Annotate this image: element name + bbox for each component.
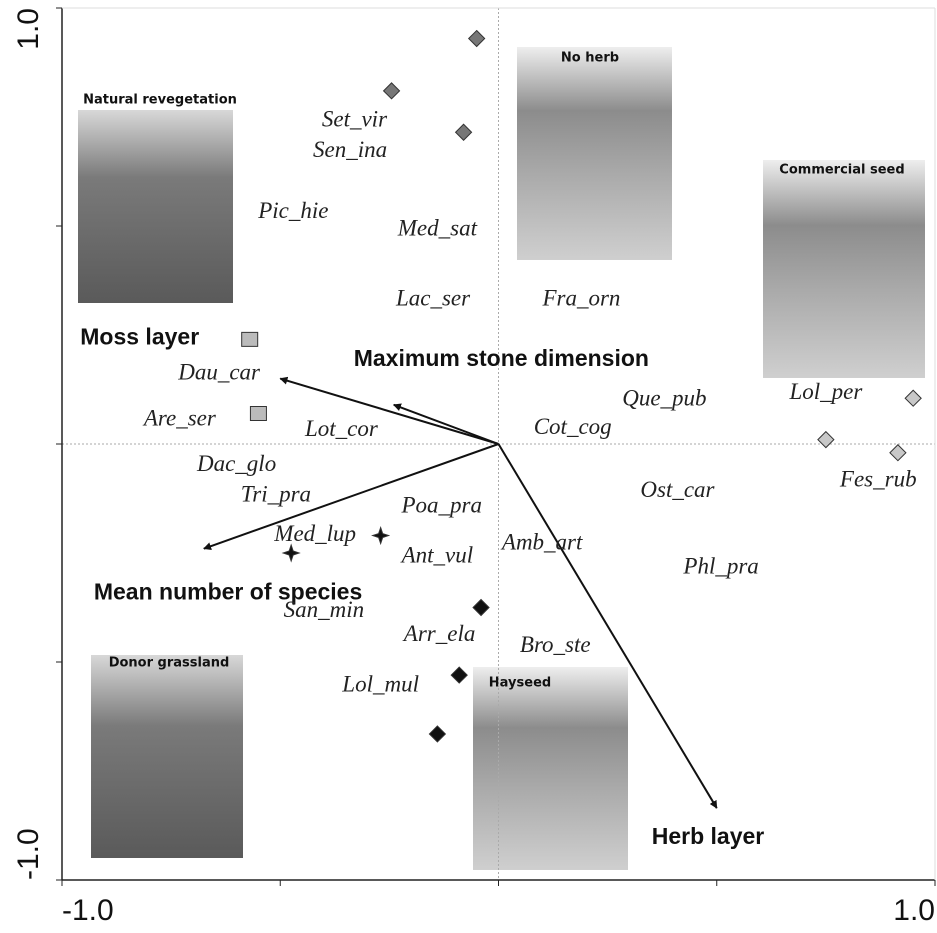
sample-point	[384, 83, 400, 99]
sample-point	[905, 390, 921, 406]
species-label: Lol_mul	[341, 671, 419, 696]
species-label: Sen_ina	[313, 137, 387, 162]
species-label: Cot_cog	[534, 414, 612, 439]
species-label: Poa_pra	[401, 493, 483, 518]
species-label: Dau_car	[177, 360, 261, 385]
species-label: Fra_orn	[541, 285, 620, 310]
photo	[91, 655, 243, 858]
species-label: Lac_ser	[395, 285, 471, 310]
species-label: Pic_hie	[257, 198, 328, 223]
sample-point	[469, 31, 485, 47]
photo	[473, 667, 628, 870]
species-label: Que_pub	[622, 386, 706, 411]
vector-label: Moss layer	[80, 324, 199, 350]
sample-point	[473, 600, 489, 616]
vector-label: Herb layer	[652, 823, 765, 849]
species-label: Set_vir	[322, 107, 388, 132]
sample-point	[818, 432, 834, 448]
vector-arrow	[394, 405, 499, 444]
y-tick-label: -1.0	[12, 828, 45, 880]
sample-point	[429, 726, 445, 742]
species-label: Med_lup	[273, 521, 356, 546]
species-label: Bro_ste	[520, 632, 591, 657]
species-label: Lol_per	[788, 379, 863, 404]
vector-label: Maximum stone dimension	[354, 345, 649, 371]
species-label: San_min	[284, 597, 365, 622]
sample-point	[242, 332, 258, 346]
species-label: Dac_glo	[196, 451, 276, 476]
page: No herb Natural revegetation Commercial se…	[0, 0, 937, 933]
species-label: Amb_art	[500, 530, 583, 555]
y-tick-label: 1.0	[12, 8, 45, 50]
sample-point	[283, 545, 299, 561]
x-tick-label: -1.0	[62, 894, 114, 927]
species-label: Tri_pra	[241, 482, 311, 507]
species-label: Fes_rub	[839, 466, 917, 491]
sample-point	[373, 528, 389, 544]
photo	[78, 110, 233, 303]
species-label: Ost_car	[640, 477, 715, 502]
species-label: Med_sat	[397, 216, 478, 241]
photo-label: Commercial seed	[779, 163, 904, 178]
x-tick-label: 1.0	[893, 894, 935, 927]
photo	[763, 160, 925, 378]
species-label: Ant_vul	[400, 543, 474, 568]
sample-point	[451, 667, 467, 683]
species-label: Are_ser	[142, 405, 217, 430]
photo	[517, 47, 672, 260]
photo-label: Donor grassland	[109, 656, 230, 671]
sample-point	[250, 406, 266, 420]
species-label: Arr_ela	[402, 621, 476, 646]
chart: No herb Natural revegetation Commercial se…	[0, 0, 937, 933]
photo-label: Natural revegetation	[83, 93, 237, 108]
species-label: Phl_pra	[682, 554, 758, 579]
species-label: Lot_cor	[304, 416, 379, 441]
photo-label: No herb	[561, 51, 619, 66]
sample-point	[890, 445, 906, 461]
sample-point	[456, 124, 472, 140]
